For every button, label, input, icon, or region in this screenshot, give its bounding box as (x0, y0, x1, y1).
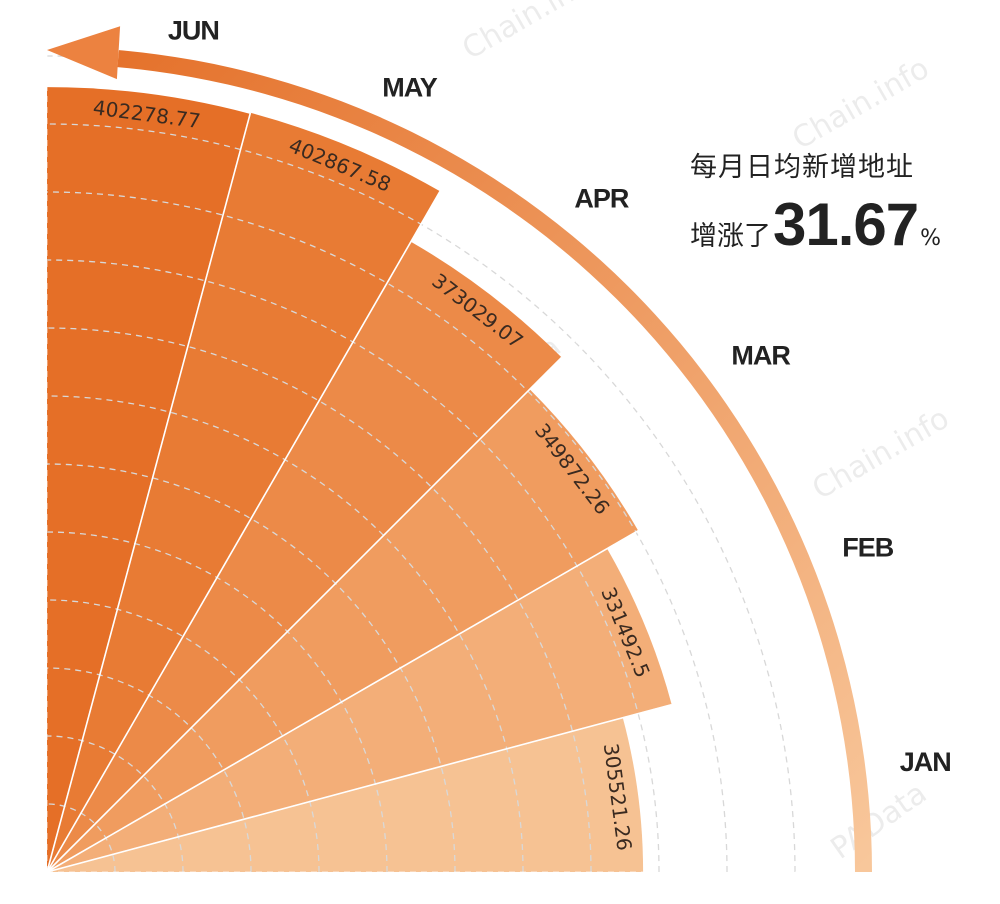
sector-separator (46, 703, 672, 873)
sector-jan (47, 717, 644, 872)
month-label-feb: FEB (842, 533, 894, 563)
watermark: Chain.info (807, 401, 956, 507)
sector-mar (47, 389, 639, 872)
sector-jun (47, 87, 251, 873)
percent-sign: % (920, 226, 942, 251)
month-label-jan: JAN (900, 747, 951, 777)
month-label-apr: APR (574, 184, 629, 214)
grid-ring (46, 395, 524, 873)
sector-layer (47, 87, 672, 873)
sector-separator (46, 112, 252, 873)
headline-prefix: 增涨了 (690, 221, 771, 252)
grid-ring (46, 259, 660, 873)
grid-ring (46, 803, 116, 873)
watermark: Chain.info (457, 0, 606, 67)
headline: 每月日均新增地址 增涨了 31.67 % (690, 145, 941, 259)
sector-may (47, 112, 440, 873)
sector-separator (46, 530, 639, 873)
grid-ring (46, 123, 796, 873)
headline-title: 每月日均新增地址 (690, 152, 914, 183)
sector-separator (46, 190, 441, 873)
watermark: Chain.info (787, 51, 936, 157)
month-label-mar: MAR (731, 341, 790, 371)
watermark: PAData (825, 776, 934, 867)
arrow-layer (47, 26, 872, 873)
headline-growth: 增涨了 31.67 % (690, 190, 941, 259)
grid-ring (46, 191, 728, 873)
sector-feb (47, 548, 672, 872)
month-label-jun: JUN (168, 15, 219, 45)
growth-percent: 31.67 (773, 191, 919, 258)
month-label-may: MAY (382, 73, 438, 103)
grid-ring (46, 667, 252, 873)
sector-separator (46, 356, 563, 873)
time-arrow-head (47, 26, 121, 80)
